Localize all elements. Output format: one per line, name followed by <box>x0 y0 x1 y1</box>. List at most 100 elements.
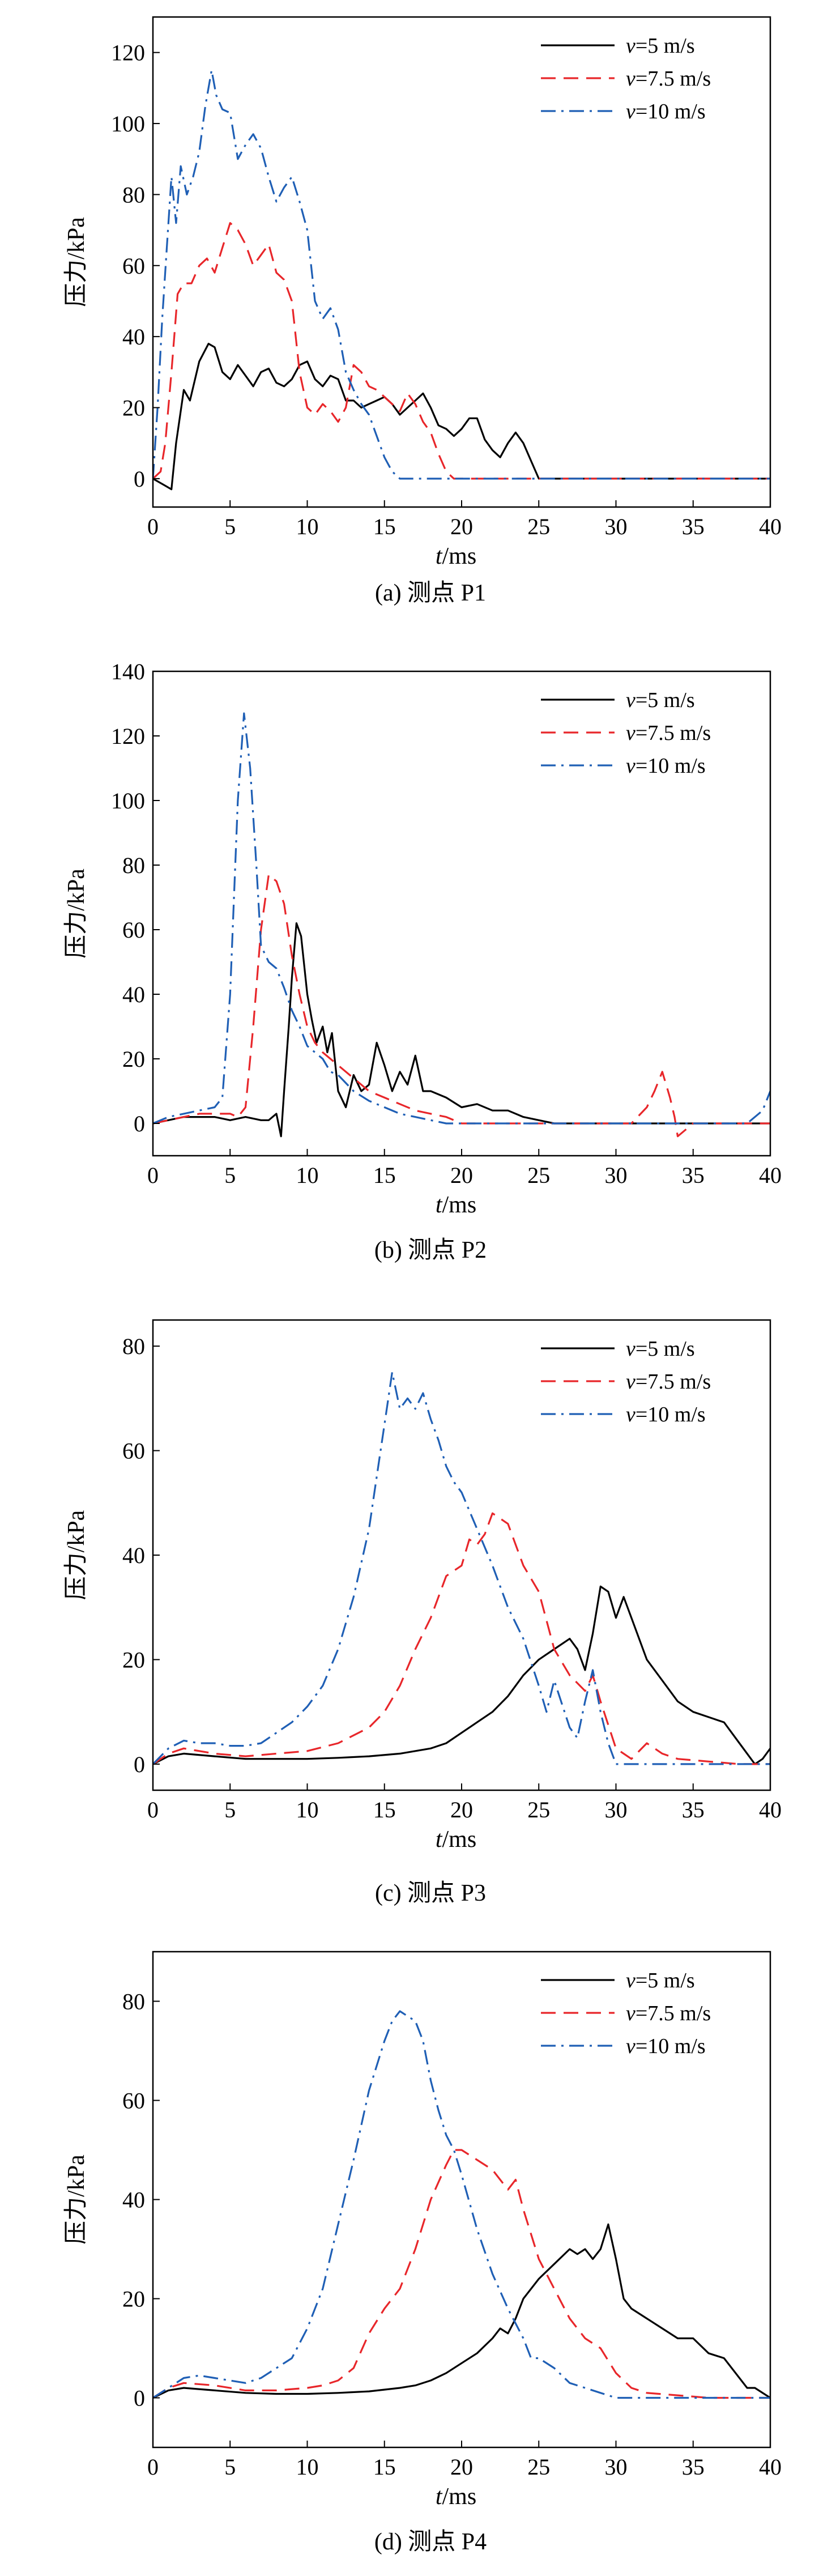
series-line-0 <box>153 1585 770 1765</box>
x-tick-label: 10 <box>296 1797 319 1823</box>
y-tick-label: 80 <box>122 853 145 878</box>
series-line-1 <box>153 222 770 480</box>
y-tick-label: 0 <box>134 1111 145 1136</box>
x-tick-label: 25 <box>527 1163 550 1188</box>
y-tick-label: 60 <box>122 253 145 279</box>
series-group <box>153 69 770 491</box>
y-tick-label: 20 <box>122 395 145 420</box>
chart-panel-1: 0 5 10 15 20 25 30 35 40 0 20 40 60 80 100 120 140 t/ms 压力… <box>63 659 782 1263</box>
x-axis-label: t/ms <box>436 1192 476 1218</box>
y-tick-label: 100 <box>111 111 145 137</box>
y-tick-label: 60 <box>122 917 145 943</box>
x-tick-label: 5 <box>224 2454 236 2480</box>
plot-frame <box>152 1951 771 2449</box>
legend-label-1: v=7.5 m/s <box>626 1370 711 1394</box>
series-line-0 <box>153 343 770 491</box>
series-line-2 <box>153 1371 770 1765</box>
x-tick-label: 25 <box>527 514 550 539</box>
legend-label-1: v=7.5 m/s <box>626 2002 711 2025</box>
x-tick-label: 40 <box>759 514 782 539</box>
x-tick-label: 40 <box>759 1797 782 1823</box>
x-tick-label: 10 <box>296 1163 319 1188</box>
y-tick-label: 40 <box>122 324 145 350</box>
series-group <box>153 1371 770 1765</box>
series-line-2 <box>153 712 770 1125</box>
y-tick-label: 80 <box>122 182 145 207</box>
y-tick-label: 60 <box>122 2088 145 2114</box>
x-tick-label: 0 <box>147 1797 159 1823</box>
y-axis-label: 压力/kPa <box>63 217 89 307</box>
chart-panel-3: 0 5 10 15 20 25 30 35 40 0 20 40 60 80 t/ms 压力/kPa v=5 m… <box>63 1951 782 2555</box>
x-tick-label: 15 <box>373 2454 396 2480</box>
chart-caption: (b) 测点 P2 <box>374 1237 487 1263</box>
x-tick-label: 0 <box>147 2454 159 2480</box>
series-line-2 <box>153 2010 770 2399</box>
x-tick-label: 40 <box>759 1163 782 1188</box>
x-tick-label: 25 <box>527 1797 550 1823</box>
x-tick-label: 30 <box>605 514 628 539</box>
x-axis-label: t/ms <box>436 1826 476 1853</box>
y-axis-label: 压力/kPa <box>63 2155 89 2245</box>
legend-label-2: v=10 m/s <box>626 754 706 778</box>
x-tick-label: 0 <box>147 1163 159 1188</box>
legend-label-2: v=10 m/s <box>626 1403 706 1427</box>
y-tick-label: 120 <box>111 723 145 749</box>
x-tick-label: 35 <box>682 1163 705 1188</box>
x-tick-label: 35 <box>682 2454 705 2480</box>
y-tick-label: 20 <box>122 1647 145 1672</box>
x-axis-label: t/ms <box>436 543 476 569</box>
y-tick-label: 120 <box>111 40 145 66</box>
x-tick-label: 30 <box>605 1797 628 1823</box>
y-tick-label: 0 <box>134 1752 145 1777</box>
y-axis-label: 压力/kPa <box>63 1510 89 1600</box>
chart-caption: (d) 测点 P4 <box>374 2529 487 2555</box>
x-tick-label: 20 <box>450 2454 473 2480</box>
x-tick-label: 30 <box>605 2454 628 2480</box>
x-tick-label: 40 <box>759 2454 782 2480</box>
legend-label-1: v=7.5 m/s <box>626 67 711 91</box>
x-tick-label: 5 <box>224 1163 236 1188</box>
y-tick-label: 0 <box>134 466 145 492</box>
legend-label-0: v=5 m/s <box>626 1337 695 1361</box>
chart-panel-0: 0 5 10 15 20 25 30 35 40 0 20 40 60 80 100 120 t/ms 压力/kP… <box>63 16 782 606</box>
chart-caption: (a) 测点 P1 <box>375 580 486 606</box>
series-line-2 <box>153 69 770 480</box>
x-tick-label: 10 <box>296 514 319 539</box>
y-tick-label: 100 <box>111 788 145 814</box>
series-line-1 <box>153 874 770 1138</box>
x-tick-label: 10 <box>296 2454 319 2480</box>
x-tick-label: 20 <box>450 1163 473 1188</box>
legend-label-1: v=7.5 m/s <box>626 721 711 745</box>
series-line-1 <box>153 1512 770 1765</box>
x-tick-label: 5 <box>224 1797 236 1823</box>
y-tick-label: 0 <box>134 2386 145 2411</box>
legend-label-0: v=5 m/s <box>626 34 695 58</box>
x-tick-label: 30 <box>605 1163 628 1188</box>
x-tick-label: 5 <box>224 514 236 539</box>
y-tick-label: 80 <box>122 1334 145 1359</box>
y-tick-label: 80 <box>122 1989 145 2015</box>
series-line-0 <box>153 922 770 1138</box>
x-tick-label: 20 <box>450 1797 473 1823</box>
y-tick-label: 20 <box>122 1046 145 1072</box>
series-line-0 <box>153 2223 770 2399</box>
y-tick-label: 40 <box>122 1543 145 1568</box>
chart-panel-2: 0 5 10 15 20 25 30 35 40 0 20 40 60 80 t/ms 压力/kPa v=5 m… <box>63 1319 782 1906</box>
series-line-1 <box>153 2149 770 2399</box>
x-tick-label: 0 <box>147 514 159 539</box>
legend-label-2: v=10 m/s <box>626 100 706 124</box>
chart-caption: (c) 测点 P3 <box>375 1880 486 1906</box>
series-group <box>153 712 770 1138</box>
legend-label-2: v=10 m/s <box>626 2034 706 2058</box>
x-tick-label: 35 <box>682 514 705 539</box>
y-tick-label: 40 <box>122 982 145 1007</box>
x-tick-label: 25 <box>527 2454 550 2480</box>
legend-label-0: v=5 m/s <box>626 688 695 712</box>
x-axis-label: t/ms <box>436 2484 476 2510</box>
x-tick-label: 15 <box>373 514 396 539</box>
y-tick-label: 60 <box>122 1438 145 1464</box>
y-tick-label: 140 <box>111 659 145 684</box>
x-tick-label: 35 <box>682 1797 705 1823</box>
x-tick-label: 15 <box>373 1163 396 1188</box>
